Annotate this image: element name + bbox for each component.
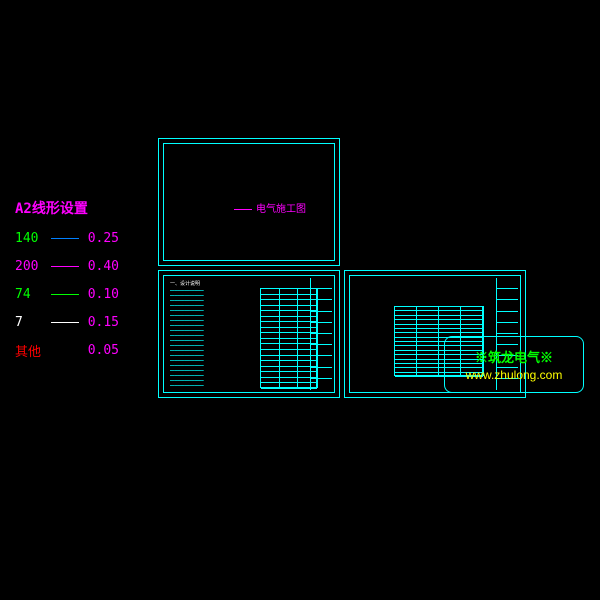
drawing-sheet-cover: 电气施工图 — [158, 138, 340, 266]
legend-row: 200 0.40 — [15, 256, 119, 276]
legend-line-sample — [51, 322, 79, 323]
watermark-title: ※筑龙电气※ — [459, 347, 569, 366]
notes-body: ━━━━━━━━━━━━━━ ━━━━━━━━━━━━━━ ━━━━━━━━━━… — [170, 288, 256, 396]
watermark-url: www.zhulong.com — [459, 368, 569, 382]
legend-value: 0.40 — [83, 259, 119, 274]
sheet-border: 一、设计说明 ━━━━━━━━━━━━━━ ━━━━━━━━━━━━━━ ━━━… — [163, 275, 335, 393]
legend-id: 200 — [15, 259, 47, 274]
legend-id: 74 — [15, 287, 47, 302]
legend-row: 140 0.25 — [15, 228, 119, 248]
watermark-badge: ※筑龙电气※ www.zhulong.com — [444, 336, 584, 393]
cover-title: 电气施工图 — [234, 200, 306, 215]
drawing-sheet-notes: 一、设计说明 ━━━━━━━━━━━━━━ ━━━━━━━━━━━━━━ ━━━… — [158, 270, 340, 398]
legend-value: 0.10 — [83, 287, 119, 302]
legend-id: 140 — [15, 231, 47, 246]
legend-value: 0.05 — [83, 343, 119, 358]
linetype-legend: A2线形设置 1400.252000.40740.1070.15其他0.05 — [15, 198, 119, 368]
legend-value: 0.15 — [83, 315, 119, 330]
legend-title: A2线形设置 — [15, 198, 119, 218]
legend-row: 其他 0.05 — [15, 340, 119, 360]
legend-value: 0.25 — [83, 231, 119, 246]
legend-id: 其他 — [15, 341, 47, 360]
legend-id: 7 — [15, 315, 47, 330]
legend-line-sample — [51, 266, 79, 267]
legend-row: 70.15 — [15, 312, 119, 332]
titleblock — [310, 278, 332, 390]
legend-line-sample — [51, 294, 79, 295]
legend-row: 740.10 — [15, 284, 119, 304]
legend-line-sample — [51, 238, 79, 239]
notes-header: 一、设计说明 — [170, 280, 200, 287]
sheet-border: 电气施工图 — [163, 143, 335, 261]
